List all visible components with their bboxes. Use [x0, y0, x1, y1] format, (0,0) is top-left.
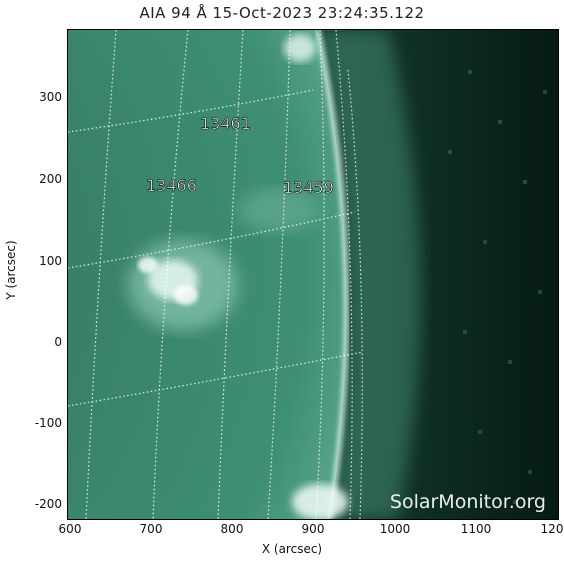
- image-title: AIA 94 Å 15-Oct-2023 23:24:35.122: [139, 4, 425, 22]
- x-tick-label: 1100: [460, 522, 492, 536]
- noise-speckle: [448, 70, 547, 504]
- y-tick-label: 100: [39, 254, 62, 268]
- y-tick-label: -200: [34, 497, 62, 511]
- active-region-glow: [128, 34, 348, 519]
- region-label-13459: 13459: [283, 178, 334, 197]
- region-label-13461: 13461: [200, 114, 251, 133]
- solar-limb: [315, 30, 350, 519]
- solar-image-frame: 13461 13466 13459 SolarMonitor.org: [67, 29, 559, 520]
- x-tick-label: 900: [301, 522, 325, 536]
- x-tick-label: 800: [220, 522, 244, 536]
- watermark: SolarMonitor.org: [390, 491, 546, 513]
- y-tick-label: 200: [39, 172, 62, 186]
- y-tick-label: 0: [54, 335, 62, 349]
- x-tick-label: 120: [540, 522, 564, 536]
- heliographic-grid: [68, 30, 364, 519]
- y-tick-label: -100: [34, 416, 62, 430]
- region-label-13466: 13466: [146, 176, 197, 195]
- x-tick-label: 1000: [379, 522, 411, 536]
- solar-image: 13461 13466 13459 SolarMonitor.org: [68, 30, 558, 519]
- y-tick-label: 300: [39, 90, 62, 104]
- x-tick-label: 600: [58, 522, 82, 536]
- x-axis-label: X (arcsec): [261, 542, 323, 556]
- y-axis-label: Y (arcsec): [4, 240, 18, 300]
- x-tick-label: 700: [139, 522, 163, 536]
